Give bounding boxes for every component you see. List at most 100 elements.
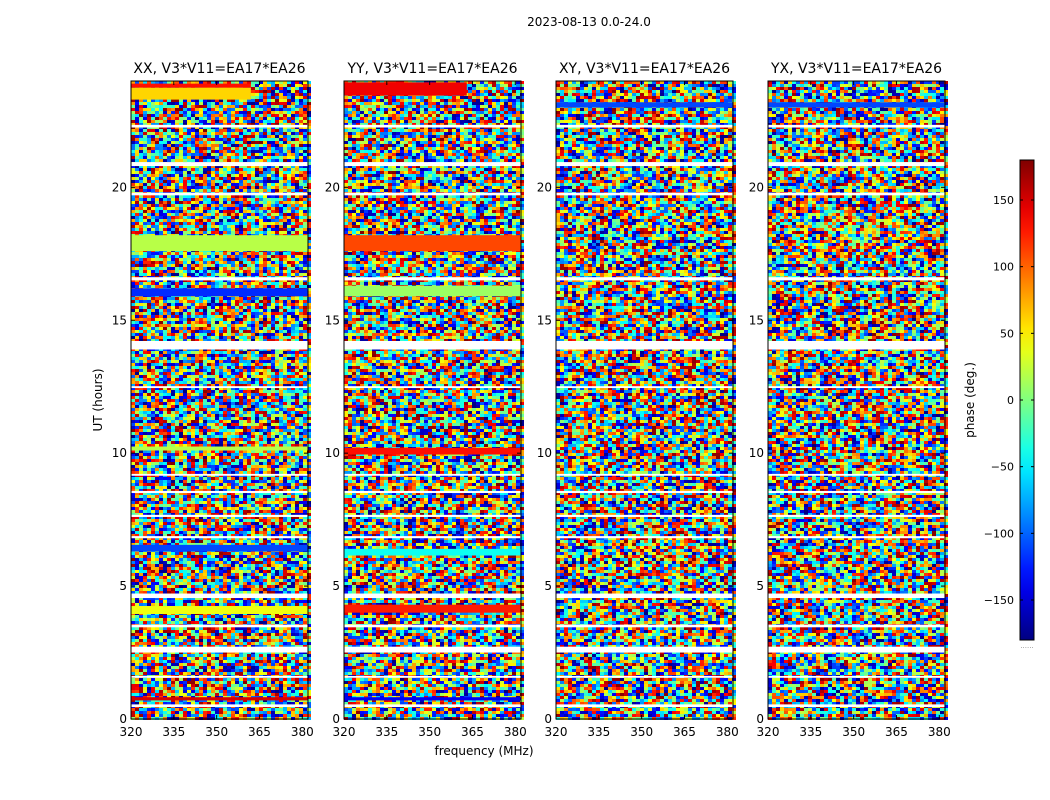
y-tick-label: 0 (544, 712, 552, 726)
flagged-gap (556, 536, 733, 539)
flagged-gap (556, 593, 733, 599)
coherent-band (131, 288, 308, 297)
flagged-gap (131, 593, 308, 599)
flagged-gap (131, 646, 308, 653)
x-tick-label: 335 (799, 725, 822, 739)
coherent-band (131, 606, 308, 614)
flagged-gap (768, 192, 945, 196)
flagged-gap (556, 162, 733, 167)
colorbar-tick-label: −50 (991, 461, 1014, 474)
flagged-gap (344, 593, 521, 599)
x-tick-label: 365 (885, 725, 908, 739)
y-tick-label: 20 (749, 180, 764, 194)
x-tick-label: 350 (630, 725, 653, 739)
y-tick-label: 10 (325, 446, 340, 460)
x-tick-label: 350 (842, 725, 865, 739)
coherent-band (344, 285, 521, 297)
x-tick-label: 365 (461, 725, 484, 739)
y-axis-label: UT (hours) (91, 368, 105, 431)
flagged-gap (768, 704, 945, 708)
flagged-gap (768, 675, 945, 678)
flagged-gap (768, 646, 945, 653)
flagged-gap (768, 277, 945, 281)
x-tick-label: 380 (504, 725, 527, 739)
flagged-gap (344, 514, 521, 517)
x-tick-label: 380 (291, 725, 314, 739)
coherent-band (131, 87, 251, 100)
x-tick-label: 350 (418, 725, 441, 739)
colorbar-footer: ...... (1020, 642, 1033, 650)
coherent-band (768, 102, 945, 108)
panel-title: XX, V3*V11=EA17*EA26 (133, 61, 305, 77)
colorbar-tick-label: 50 (1000, 327, 1014, 340)
flagged-gap (131, 624, 308, 628)
y-tick-label: 10 (112, 446, 127, 460)
x-tick-label: 365 (673, 725, 696, 739)
x-tick-label: 380 (716, 725, 739, 739)
flagged-gap (556, 704, 733, 708)
coherent-band (344, 604, 521, 613)
x-tick-label: 320 (333, 725, 356, 739)
y-tick-label: 15 (325, 313, 340, 327)
panels-group: XX, V3*V11=EA17*EA26 320 335 350 365 380 0 5 10 1… (112, 61, 951, 739)
x-tick-label: 350 (205, 725, 228, 739)
flagged-gap (556, 624, 733, 628)
coherent-band (344, 235, 521, 252)
flagged-gap (556, 514, 733, 517)
figure-title: 2023-08-13 0.0-24.0 (527, 15, 651, 29)
y-tick-label: 5 (756, 579, 764, 593)
flagged-gap (344, 192, 521, 196)
heatmap-cells (344, 81, 524, 720)
colorbar-tick-label: −150 (984, 594, 1014, 607)
coherent-band (131, 446, 308, 451)
coherent-band (344, 548, 521, 556)
flagged-gap (556, 192, 733, 196)
colorbar-tick-label: 0 (1007, 394, 1014, 407)
coherent-band (344, 447, 521, 455)
flagged-gap (131, 162, 308, 167)
flagged-gap (556, 675, 733, 678)
y-tick-label: 20 (112, 180, 127, 194)
coherent-band (344, 82, 467, 96)
flagged-gap (344, 277, 521, 281)
x-tick-label: 320 (545, 725, 568, 739)
flagged-gap (556, 124, 733, 128)
x-tick-label: 320 (120, 725, 143, 739)
y-tick-label: 15 (749, 313, 764, 327)
coherent-band (131, 83, 251, 88)
colorbar-tick-label: −100 (984, 527, 1014, 540)
flagged-gap (131, 675, 308, 678)
flagged-gap (131, 473, 308, 476)
flagged-gap (344, 704, 521, 708)
flagged-gap (131, 192, 308, 196)
y-tick-label: 5 (119, 579, 127, 593)
flagged-gap (344, 490, 521, 494)
flagged-gap (344, 536, 521, 539)
x-tick-label: 335 (587, 725, 610, 739)
colorbar-tick-label: 150 (993, 194, 1014, 207)
y-tick-label: 20 (325, 180, 340, 194)
panel-frame (555, 80, 734, 720)
flagged-gap (768, 536, 945, 539)
colorbar-tick-label: 100 (993, 261, 1014, 274)
flagged-gap (131, 124, 308, 128)
panel-title: XY, V3*V11=EA17*EA26 (559, 61, 730, 77)
coherent-band (131, 697, 308, 701)
colorbar-label: phase (deg.) (963, 362, 977, 438)
heatmap-cells (131, 81, 311, 720)
colorbar: −150 −100 −50 0 50 100 150 phase (deg.)...... (963, 159, 1035, 650)
panel-0: XX, V3*V11=EA17*EA26 320 335 350 365 380 0 5 10 1… (112, 61, 314, 739)
y-tick-label: 20 (537, 180, 552, 194)
flagged-gap (344, 646, 521, 653)
x-tick-label: 365 (248, 725, 271, 739)
flagged-gap (768, 473, 945, 476)
flagged-gap (131, 514, 308, 517)
flagged-gap (344, 624, 521, 628)
flagged-gap (344, 340, 521, 350)
flagged-gap (556, 277, 733, 281)
coherent-band (131, 235, 308, 252)
x-tick-label: 380 (928, 725, 951, 739)
heatmap-cells (556, 81, 736, 720)
flagged-gap (131, 490, 308, 494)
